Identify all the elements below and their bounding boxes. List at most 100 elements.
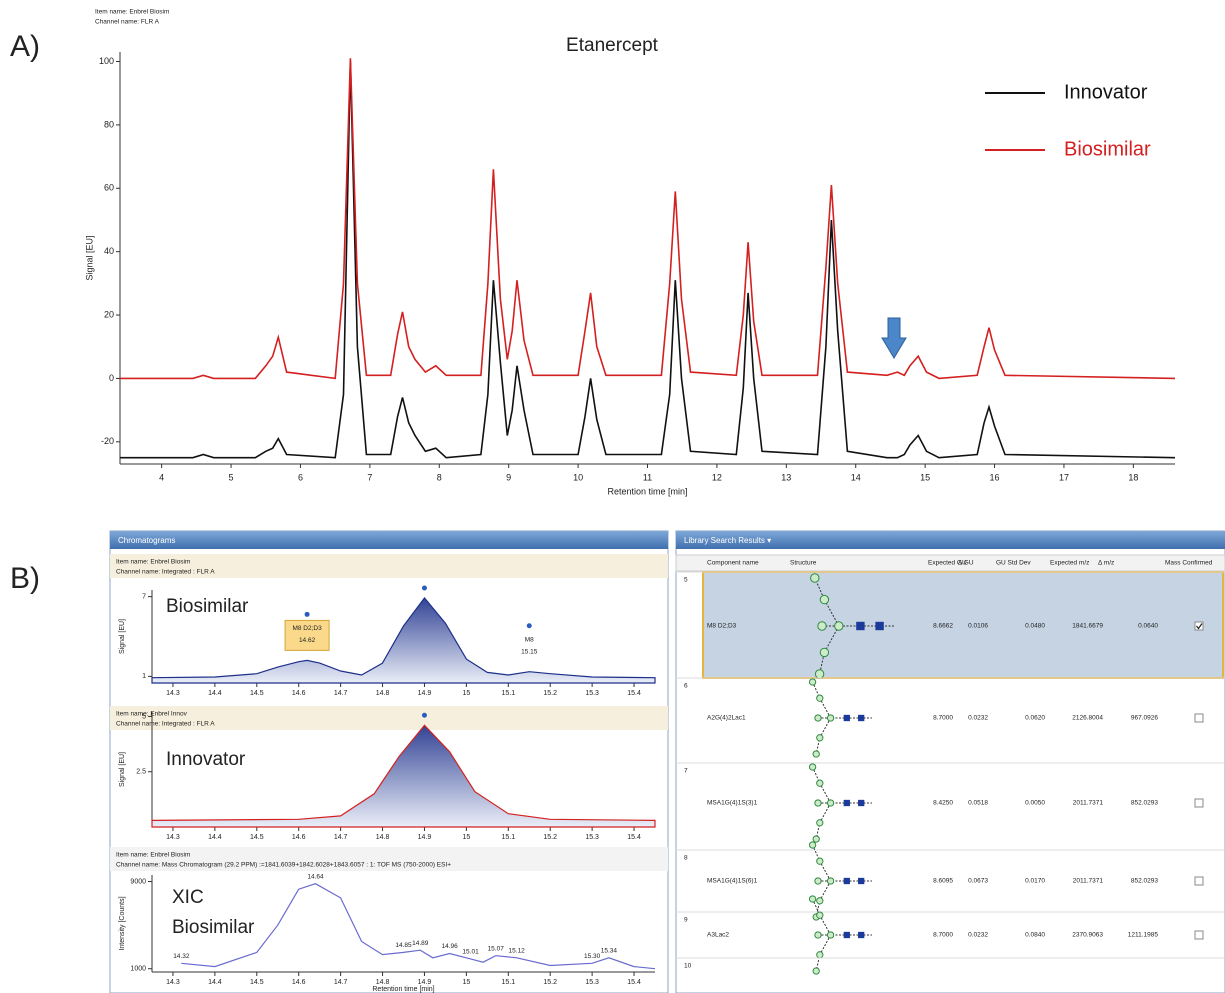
- x-tick-label: 15.4: [627, 834, 641, 841]
- pane-header: [110, 847, 668, 871]
- cell: 0.0050: [1025, 800, 1045, 807]
- y-tick-label: 1000: [130, 966, 146, 973]
- y-tick-label: 80: [104, 119, 114, 129]
- glcnac: [843, 799, 850, 807]
- x-tick-label: 15: [462, 690, 470, 697]
- title-bar: [110, 531, 668, 549]
- x-tick-label: 18: [1128, 472, 1138, 482]
- peak-label-box: [284, 619, 330, 651]
- checkbox: [1194, 876, 1204, 886]
- y-axis-label: Signal [EU]: [84, 235, 94, 280]
- line: [120, 58, 1176, 380]
- y-axis-label: Signal [EU]: [119, 619, 126, 654]
- overlay-label: XIC: [172, 887, 204, 908]
- mannose: [826, 799, 835, 807]
- check-mark: [1196, 623, 1203, 630]
- x-tick-label: 14.9: [418, 834, 432, 841]
- channel-name: Channel name: Integrated : FLR A: [116, 569, 215, 576]
- x-tick-label: 4: [159, 472, 164, 482]
- arrow: [881, 317, 907, 359]
- cell: 0.0620: [1025, 715, 1045, 722]
- x-tick-label: 13: [781, 472, 791, 482]
- x-tick-label: 14.5: [250, 834, 264, 841]
- mannose: [816, 734, 824, 742]
- x-tick-label: 14.4: [208, 979, 222, 986]
- x-tick-label: 15.3: [585, 834, 599, 841]
- peak-label: M8 D2;D3: [292, 625, 322, 632]
- column-header: Expected GU: [928, 560, 967, 567]
- mannose: [826, 877, 835, 885]
- y-tick-label: -20: [101, 436, 114, 446]
- mannose: [808, 841, 817, 849]
- mannose: [814, 714, 822, 722]
- row-index: 7: [684, 768, 688, 775]
- x-axis-label: Retention time [min]: [372, 986, 434, 993]
- x-axis-label: Retention time [min]: [607, 486, 687, 496]
- mannose: [808, 895, 817, 903]
- x-tick-label: 15: [462, 979, 470, 986]
- mannose: [816, 857, 824, 865]
- glcnac: [875, 621, 884, 631]
- mannose: [819, 647, 830, 658]
- x-tick-label: 14.4: [208, 834, 222, 841]
- column-header: Structure: [790, 560, 817, 567]
- cell: 2370.9063: [1072, 932, 1103, 939]
- x-tick-label: 14.8: [376, 690, 390, 697]
- cell: 0.0673: [968, 878, 988, 885]
- y-tick-label: 20: [104, 309, 114, 319]
- glycan-icon: [421, 585, 427, 591]
- window: [109, 530, 669, 993]
- cell: 967.0926: [1131, 715, 1158, 722]
- cell: 8.7000: [933, 715, 953, 722]
- y-tick-label: 5: [142, 713, 146, 720]
- area: [151, 724, 656, 828]
- x-tick-label: 14.8: [376, 834, 390, 841]
- glcnac: [843, 714, 850, 722]
- x-tick-label: 14.5: [250, 690, 264, 697]
- x-tick-label: 15.4: [627, 690, 641, 697]
- x-tick-label: 15.2: [543, 690, 557, 697]
- cell: 0.0106: [968, 623, 988, 630]
- x-tick-label: 14.7: [334, 690, 348, 697]
- point-label: 15.07: [488, 945, 505, 952]
- cell: MSA1G(4)1S(3)1: [707, 800, 758, 807]
- legend-label: Biosimilar: [1064, 138, 1151, 160]
- x-tick-label: 14.4: [208, 690, 222, 697]
- mannose: [826, 714, 835, 722]
- column-header: Δ m/z: [1098, 560, 1114, 567]
- cell: MSA1G(4)1S(6)1: [707, 878, 758, 885]
- x-tick-label: 15: [462, 834, 470, 841]
- cell: 852.0293: [1131, 878, 1158, 885]
- y-tick-label: 1: [142, 673, 146, 680]
- cell: 0.0518: [968, 800, 988, 807]
- cell: 0.0170: [1025, 878, 1045, 885]
- mannose: [819, 594, 830, 605]
- selected-row: [702, 571, 1224, 679]
- x-tick-label: 11: [643, 472, 652, 482]
- x-tick-label: 12: [712, 472, 722, 482]
- cell: 0.0232: [968, 715, 988, 722]
- x-tick-label: 6: [298, 472, 303, 482]
- item-name: Item name: Enbrel Biosim: [116, 559, 190, 566]
- mannose: [814, 931, 822, 939]
- cell: M8 D2;D3: [707, 623, 737, 630]
- channel-name: Channel name: Integrated : FLR A: [116, 721, 215, 728]
- mannose: [816, 951, 824, 959]
- mannose: [814, 799, 822, 807]
- cell: 1841.6679: [1072, 623, 1103, 630]
- point-label: 14.32: [173, 953, 190, 960]
- glcnac: [858, 877, 865, 885]
- x-tick-label: 14.3: [166, 979, 180, 986]
- cell: 852.0293: [1131, 800, 1158, 807]
- checkbox: [1194, 621, 1204, 631]
- checkbox: [1194, 930, 1204, 940]
- point-label: 14.85: [395, 942, 412, 949]
- x-tick-label: 15.2: [543, 979, 557, 986]
- cell: A2G(4)2Lac1: [707, 715, 746, 722]
- glcnac: [858, 714, 865, 722]
- cell: 8.4250: [933, 800, 953, 807]
- mannose: [810, 573, 820, 583]
- cell: 8.6095: [933, 878, 953, 885]
- x-tick-label: 14.7: [334, 979, 348, 986]
